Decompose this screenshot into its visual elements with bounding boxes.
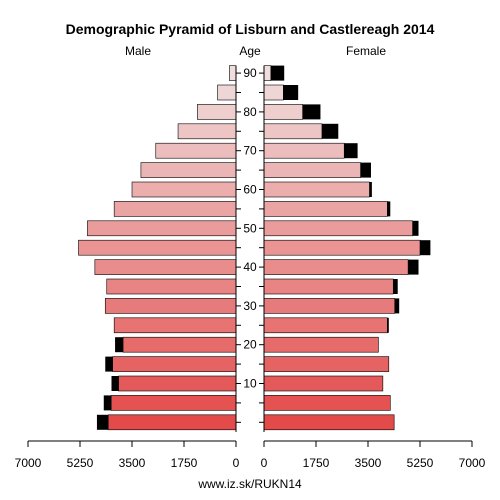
age-tick-label: 90	[243, 66, 257, 80]
male-bar-75-79	[177, 123, 237, 140]
age-tick-label: 50	[243, 221, 257, 235]
female-bar-40-44	[263, 259, 409, 275]
female-bar-25-29	[263, 317, 388, 334]
male-bar-70-74	[155, 142, 237, 159]
female-x-tick-label: 7000	[459, 456, 486, 470]
age-label: Age	[239, 44, 261, 58]
male-bar-50-54	[87, 220, 237, 237]
male-excess-bar-10-14	[111, 376, 119, 391]
female-bar-55-59	[263, 201, 388, 217]
female-x-tick-label: 3500	[355, 456, 382, 470]
male-x-tick-label: 7000	[15, 456, 42, 470]
female-bar-15-19	[263, 356, 390, 372]
female-bar-90+	[263, 65, 272, 81]
age-tick-label: 20	[243, 338, 257, 352]
female-excess-bar-35-39	[393, 279, 398, 294]
age-tick-label: 30	[243, 299, 257, 313]
female-excess-bar-70-74	[344, 143, 358, 159]
female-excess-bar-60-64	[369, 182, 372, 197]
female-excess-bar-40-44	[408, 259, 419, 275]
male-bar-15-19	[112, 356, 237, 372]
female-excess-bar-90+	[270, 65, 285, 81]
male-x-tick-label: 1750	[171, 456, 198, 470]
female-excess-bar-80-84	[302, 104, 321, 120]
footer-url: www.iz.sk/RUKN14	[197, 477, 302, 491]
female-x-tick-label: 5250	[407, 456, 434, 470]
female-label: Female	[346, 44, 386, 58]
age-ticks-group: 10 20 30 40 50 60 70 80 90	[236, 66, 264, 423]
female-bar-20-24	[263, 336, 379, 353]
female-excess-bar-55-59	[387, 201, 391, 217]
female-excess-bar-75-79	[321, 123, 339, 139]
female-bar-45-49	[263, 239, 421, 256]
female-excess-bar-25-29	[387, 317, 389, 333]
male-bar-90+	[229, 65, 237, 81]
female-bar-10-14	[263, 375, 384, 392]
female-bar-60-64	[263, 181, 370, 198]
male-bar-5-9	[110, 395, 237, 411]
male-excess-bar-0-4	[96, 414, 109, 430]
x-ticks-group: 7000 5250 3500 1750 0 0 1750 3500 5250 7000	[15, 441, 486, 470]
male-excess-bar-15-19	[105, 356, 113, 372]
female-bar-80-84	[263, 104, 303, 120]
female-bar-30-34	[263, 298, 396, 314]
female-bar-70-74	[263, 142, 345, 159]
female-bar-35-39	[263, 278, 394, 295]
bars-group	[78, 65, 431, 431]
male-bar-85-89	[217, 84, 237, 101]
male-excess-bar-5-9	[103, 395, 112, 411]
female-x-tick-label: 0	[261, 456, 268, 470]
female-bar-65-69	[263, 162, 361, 178]
age-tick-label: 60	[243, 183, 257, 197]
female-bar-85-89	[263, 84, 284, 101]
male-bar-30-34	[104, 298, 237, 314]
female-excess-bar-85-89	[283, 85, 299, 100]
female-bar-0-4	[263, 414, 395, 431]
chart-title: Demographic Pyramid of Lisburn and Castl…	[66, 21, 435, 37]
male-x-tick-label: 0	[233, 456, 240, 470]
female-bar-5-9	[263, 395, 391, 411]
male-bar-0-4	[107, 414, 237, 431]
male-excess-bar-20-24	[115, 337, 124, 353]
female-bar-50-54	[263, 220, 413, 237]
male-x-tick-label: 5250	[67, 456, 94, 470]
male-bar-20-24	[122, 336, 237, 353]
male-bar-65-69	[140, 162, 237, 178]
age-tick-label: 70	[243, 144, 257, 158]
age-tick-label: 80	[243, 105, 257, 119]
age-tick-label: 10	[243, 377, 257, 391]
male-bar-60-64	[131, 181, 237, 198]
female-bar-75-79	[263, 123, 323, 140]
female-excess-bar-50-54	[412, 220, 419, 236]
female-x-tick-label: 1750	[303, 456, 330, 470]
male-bar-35-39	[106, 278, 237, 295]
male-bar-45-49	[78, 239, 237, 256]
female-excess-bar-30-34	[394, 298, 400, 314]
male-x-tick-label: 3500	[119, 456, 146, 470]
male-bar-25-29	[113, 317, 237, 334]
female-excess-bar-65-69	[360, 162, 371, 178]
female-excess-bar-45-49	[420, 240, 431, 256]
male-label: Male	[125, 44, 151, 58]
male-bar-80-84	[197, 104, 237, 120]
male-bar-55-59	[113, 201, 237, 217]
male-bar-10-14	[118, 375, 237, 392]
age-tick-label: 40	[243, 260, 257, 274]
male-bar-40-44	[94, 259, 237, 275]
